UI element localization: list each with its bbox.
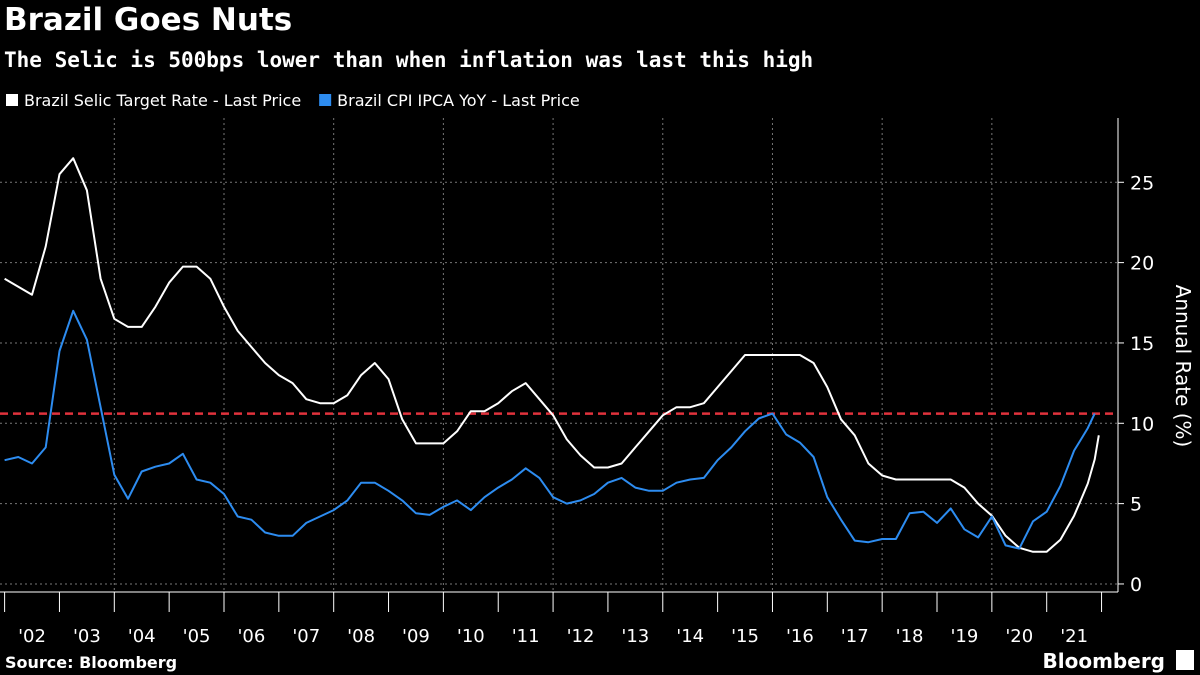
chart-title: Brazil Goes Nuts xyxy=(4,2,292,38)
x-tick-label: '20 xyxy=(1005,626,1033,647)
x-tick-label: '15 xyxy=(731,626,759,647)
x-tick-label: '21 xyxy=(1060,626,1088,647)
x-tick-label: '17 xyxy=(841,626,869,647)
x-tick-label: '14 xyxy=(676,626,704,647)
legend-swatch xyxy=(6,94,18,106)
brand-icon xyxy=(1176,650,1194,670)
source: Source: Bloomberg xyxy=(5,653,177,672)
x-tick-label: '09 xyxy=(402,626,430,647)
chart-subtitle: The Selic is 500bps lower than when infl… xyxy=(4,48,813,72)
x-tick-label: '02 xyxy=(18,626,46,647)
x-tick-label: '06 xyxy=(237,626,265,647)
x-tick-label: '18 xyxy=(896,626,924,647)
y-tick-label: 20 xyxy=(1130,253,1154,275)
y-tick-label: 25 xyxy=(1130,172,1154,194)
series-line xyxy=(4,157,1100,553)
legend-label: Brazil Selic Target Rate - Last Price xyxy=(24,91,301,110)
x-tick-label: '13 xyxy=(621,626,649,647)
x-tick-label: '05 xyxy=(183,626,211,647)
series-line xyxy=(4,309,1096,550)
y-tick-label: 5 xyxy=(1130,494,1142,516)
legend-swatch xyxy=(319,94,332,106)
x-tick-label: '03 xyxy=(73,626,101,647)
y-tick-label: 10 xyxy=(1130,413,1154,435)
brand: Bloomberg xyxy=(1043,649,1165,673)
y-tick-label: 15 xyxy=(1130,333,1154,355)
x-tick-label: '16 xyxy=(786,626,814,647)
y-axis-label: Annual Rate (%) xyxy=(1171,285,1195,448)
x-tick-label: '08 xyxy=(347,626,375,647)
x-tick-label: '04 xyxy=(128,626,156,647)
x-tick-label: '10 xyxy=(457,626,485,647)
x-tick-label: '12 xyxy=(567,626,595,647)
x-tick-label: '07 xyxy=(292,626,320,647)
x-tick-label: '11 xyxy=(512,626,540,647)
legend-label: Brazil CPI IPCA YoY - Last Price xyxy=(337,91,580,110)
y-tick-label: 0 xyxy=(1130,574,1142,596)
x-tick-label: '19 xyxy=(950,626,978,647)
